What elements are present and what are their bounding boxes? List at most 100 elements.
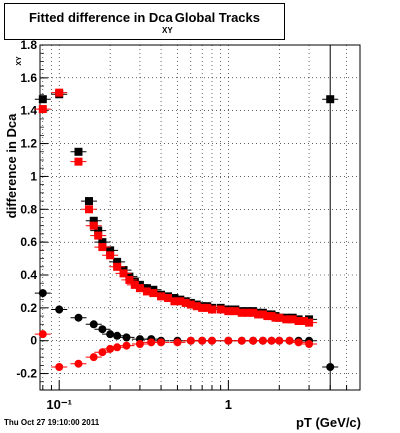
- y-tick-label: -0.2: [16, 367, 37, 381]
- y-tick-label: 1.8: [20, 38, 37, 52]
- data-point: [149, 289, 158, 298]
- data-point: [285, 336, 294, 345]
- data-point: [275, 313, 284, 322]
- chart-title-suffix: Global Tracks: [174, 10, 260, 25]
- chart-title-box: Fitted difference in Dca Global Tracks XY: [4, 3, 285, 40]
- y-tick-label: 0.2: [20, 301, 37, 315]
- data-point: [113, 331, 122, 340]
- data-point: [113, 262, 122, 271]
- chart-title-text: Fitted difference in Dca: [28, 10, 173, 25]
- data-point: [326, 95, 335, 104]
- data-point: [157, 292, 166, 301]
- data-point: [119, 269, 128, 278]
- chart-title-subscript: XY: [162, 26, 173, 35]
- data-point: [89, 216, 98, 225]
- data-point: [300, 317, 309, 325]
- data-point: [89, 221, 98, 230]
- data-point: [98, 243, 107, 252]
- series-3: [34, 330, 318, 371]
- data-point: [288, 315, 297, 324]
- data-point: [249, 336, 258, 345]
- series-0: [34, 90, 339, 325]
- data-point: [305, 318, 314, 327]
- y-axis-label-subscript: XY: [16, 56, 23, 66]
- data-point: [106, 344, 115, 353]
- x-tick-label: 10⁻¹: [46, 397, 72, 412]
- data-point: [122, 333, 131, 342]
- data-point: [173, 338, 182, 347]
- data-point: [207, 305, 216, 314]
- data-point: [89, 353, 98, 362]
- data-point: [181, 298, 190, 307]
- axis-layer: -0.2 0 0.2 0.4 0.6 0.8 1 1.2 1.4 1.6 1.8 10⁻¹ 1: [16, 38, 348, 412]
- data-point: [89, 320, 98, 329]
- data-point: [216, 305, 225, 314]
- y-tick-label: 0: [30, 334, 37, 348]
- data-point: [198, 336, 207, 345]
- data-point: [38, 95, 47, 104]
- y-tick-label: 1.4: [20, 104, 37, 118]
- data-point: [94, 226, 103, 235]
- data-point: [74, 313, 83, 322]
- data-point: [130, 280, 139, 289]
- data-point: [74, 147, 83, 156]
- data-point: [125, 275, 134, 284]
- y-tick-label: 1.2: [20, 137, 37, 151]
- data-point: [157, 338, 166, 347]
- data-point: [258, 336, 267, 345]
- data-point: [98, 325, 107, 334]
- data-point: [305, 340, 314, 348]
- data-point: [237, 336, 246, 345]
- y-tick-label: 1.6: [20, 71, 37, 85]
- data-point: [122, 341, 131, 350]
- y-tick-label: 0.8: [20, 202, 37, 216]
- data-point: [192, 302, 201, 311]
- data-point: [142, 287, 151, 296]
- y-tick-label: 1: [30, 169, 37, 183]
- data-point: [231, 307, 240, 316]
- data-point: [55, 305, 64, 314]
- data-point: [135, 284, 144, 293]
- y-tick-label: 0.4: [20, 268, 37, 282]
- data-point: [55, 363, 64, 371]
- data-point: [94, 231, 103, 240]
- data-point: [38, 105, 47, 114]
- data-point: [249, 308, 258, 317]
- data-point: [113, 343, 122, 352]
- data-point: [98, 238, 107, 247]
- data-point: [176, 297, 185, 306]
- data-point: [275, 336, 284, 345]
- data-point: [135, 340, 144, 348]
- data-point: [84, 205, 93, 214]
- data-point: [258, 310, 267, 319]
- data-point: [186, 336, 195, 345]
- y-tick-label: 0.6: [20, 235, 37, 249]
- y-axis-label: difference in Dca: [4, 113, 19, 219]
- data-point: [55, 88, 64, 97]
- data-point: [224, 336, 233, 345]
- data-point: [207, 336, 216, 345]
- data-point: [164, 294, 173, 302]
- data-point: [106, 251, 115, 260]
- x-axis-label: pT (GeV/c): [296, 415, 361, 430]
- data-marks: [34, 88, 339, 371]
- x-tick-label: 1: [225, 397, 232, 412]
- footer-timestamp: Thu Oct 27 19:10:00 2011: [4, 418, 100, 427]
- data-point: [74, 359, 83, 368]
- data-point: [186, 300, 195, 309]
- data-point: [294, 338, 303, 347]
- data-point: [113, 257, 122, 266]
- data-point: [38, 330, 47, 339]
- data-point: [106, 330, 115, 339]
- data-point: [147, 338, 156, 347]
- data-point: [326, 363, 335, 371]
- series-1: [34, 88, 318, 327]
- data-point: [98, 348, 107, 357]
- data-point: [84, 197, 93, 206]
- data-point: [38, 289, 47, 298]
- chart-title: Fitted difference in Dca Global Tracks: [5, 10, 284, 25]
- data-point: [203, 303, 212, 312]
- data-point: [106, 246, 115, 255]
- data-point: [74, 157, 83, 166]
